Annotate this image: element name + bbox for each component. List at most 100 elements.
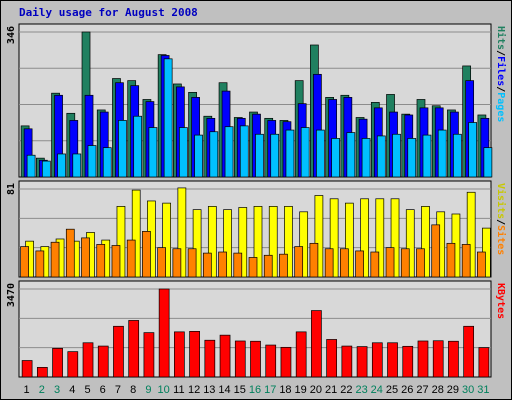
bar-kbytes (448, 340, 459, 378)
day-label: 18 (279, 384, 291, 396)
max-label: 3470 (6, 283, 17, 307)
bar-kbytes (463, 325, 475, 378)
bar-kbytes (432, 340, 444, 378)
day-label: 29 (447, 384, 459, 396)
bar-kbytes (67, 351, 79, 378)
bar-visits (466, 191, 476, 278)
bar-sites (431, 224, 441, 278)
day-label: 10 (158, 384, 170, 396)
bar-visits (131, 189, 141, 278)
day-label: 9 (145, 384, 151, 396)
bar-kbytes (52, 347, 63, 378)
day-label: 22 (340, 384, 352, 396)
day-axis: 1 2 3 4 5 6 7 8 9 10 11 12 13 14 15 16 17 18 19 20 21 22 23 24 2… (24, 384, 490, 396)
bar-sites (340, 248, 349, 278)
bar-visits (162, 202, 171, 278)
day-label: 12 (188, 384, 200, 396)
bar-pages (194, 134, 203, 178)
bar-kbytes (387, 342, 398, 378)
legend-part: Pages (495, 92, 506, 122)
bar-sites (157, 247, 166, 278)
bar-sites (50, 241, 60, 278)
bar-pages (72, 153, 82, 178)
day-label: 16 (249, 384, 261, 396)
legend-part: / (495, 86, 506, 92)
bar-kbytes (36, 367, 48, 378)
bar-visits (345, 202, 354, 278)
day-label: 15 (234, 384, 246, 396)
panel-3: 3470 KBytes (6, 280, 506, 378)
day-label: 5 (84, 384, 90, 396)
day-label: 2 (39, 384, 45, 396)
bar-pages (468, 122, 478, 178)
bar-sites (370, 251, 380, 278)
bar-visits (314, 195, 324, 278)
bar-pages (26, 154, 36, 178)
bar-sites (461, 244, 471, 278)
legend-part: / (495, 219, 506, 225)
bar-sites (172, 248, 182, 278)
bar-kbytes (97, 345, 109, 378)
bar-sites (81, 237, 90, 278)
day-label: 8 (130, 384, 136, 396)
legend-part: KBytes (495, 283, 506, 319)
bar-pages (392, 133, 401, 178)
bar-pages (57, 153, 66, 178)
bar-kbytes (295, 331, 307, 378)
day-label: 13 (203, 384, 215, 396)
legend-part: Visits (495, 183, 507, 219)
bar-kbytes (371, 342, 383, 378)
legend: Hits/Files/Pages (495, 26, 507, 122)
bar-sites (477, 251, 486, 278)
bar-visits (177, 187, 187, 278)
bar-kbytes (82, 342, 94, 378)
bar-pages (300, 127, 310, 178)
day-label: 23 (355, 384, 367, 396)
bar-sites (248, 257, 258, 278)
bar-visits (284, 206, 293, 278)
bar-pages (361, 138, 371, 178)
day-label: 26 (401, 384, 413, 396)
bar-sites (187, 248, 197, 278)
bar-sites (111, 245, 121, 278)
bar-pages (346, 132, 356, 178)
day-label: 24 (371, 384, 383, 396)
day-label: 30 (462, 384, 474, 396)
bar-pages (133, 115, 143, 178)
bar-kbytes (219, 334, 231, 378)
chart-title: Daily usage for August 2008 (19, 6, 198, 19)
legend: Visits/Sites (495, 183, 507, 255)
day-label: 11 (173, 384, 184, 396)
bar-kbytes (417, 340, 429, 378)
bar-visits (223, 209, 232, 278)
max-label: 81 (6, 183, 17, 195)
bar-kbytes (189, 331, 200, 378)
legend-part: Sites (495, 225, 507, 255)
bar-pages (437, 129, 447, 178)
day-label: 3 (54, 384, 60, 396)
day-label: 21 (325, 384, 337, 396)
legend-part: / (495, 50, 506, 56)
bar-pages (87, 145, 97, 178)
bar-pages (255, 133, 264, 178)
bar-sites (324, 248, 334, 278)
bar-visits (299, 211, 309, 278)
day-label: 6 (100, 384, 106, 396)
bar-sites (416, 248, 425, 278)
bar-pages (453, 133, 462, 178)
bar-sites (355, 250, 364, 278)
bar-kbytes (21, 360, 33, 378)
bar-visits (238, 207, 248, 278)
bar-pages (118, 120, 127, 178)
day-label: 7 (115, 384, 121, 396)
bar-sites (263, 254, 273, 278)
legend-part: Files (495, 56, 507, 86)
bar-kbytes (113, 325, 124, 378)
bar-kbytes (341, 345, 353, 378)
bar-pages (102, 147, 112, 178)
bar-pages (376, 135, 386, 178)
bar-pages (148, 127, 158, 178)
bar-pages (270, 133, 280, 178)
bar-kbytes (280, 346, 292, 378)
